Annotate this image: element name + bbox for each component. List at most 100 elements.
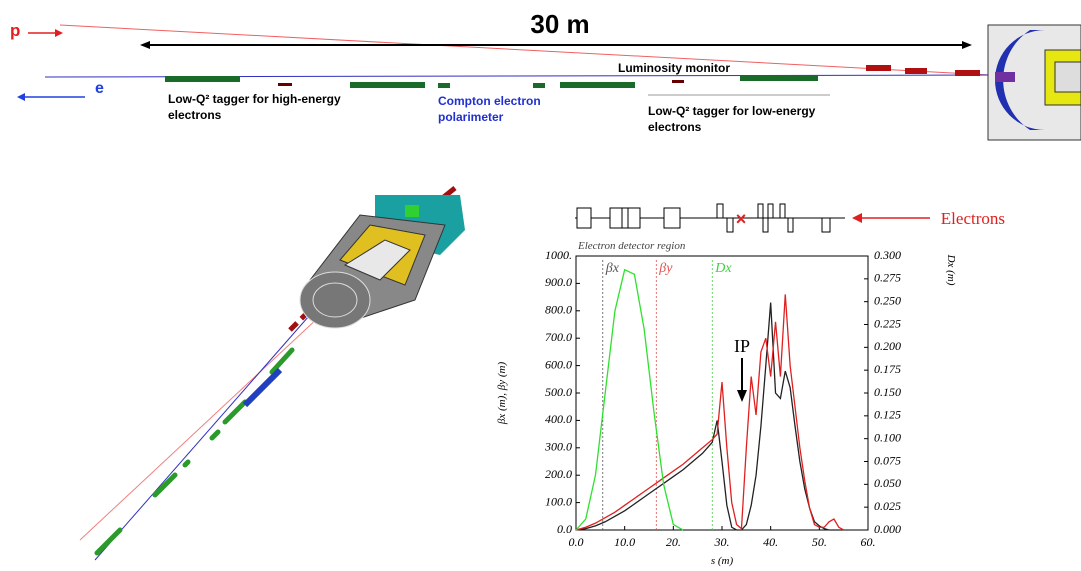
detector-rings [300,272,370,328]
y2-tick-label: 0.200 [874,339,901,353]
magnet [212,432,218,438]
magnet [225,402,245,422]
luminosity-label: Luminosity monitor [618,61,730,75]
x-tick-label: 0.0 [569,535,584,549]
magnet [905,68,927,74]
y-axis-title: βx (m), βy (m) [496,362,508,426]
y2-tick-label: 0.275 [874,271,901,285]
magnet [272,350,292,372]
series-line [576,294,844,530]
y-tick-label: 1000. [545,248,572,262]
y-tick-label: 0.0 [557,522,572,536]
figure: p e 30 m Luminosity monitor Low-Q² tagge… [0,0,1081,571]
y2-tick-label: 0.225 [874,316,901,330]
x-axis-title: s (m) [711,555,734,567]
proton-magnets [866,65,980,76]
element [717,204,723,218]
arrowhead [852,213,862,223]
arrowhead [140,41,150,49]
y-tick-label: 500.0 [545,385,572,399]
tagger [278,83,292,86]
x-tick-label: 50. [812,535,827,549]
y2-tick-label: 0.100 [874,430,901,444]
magnet [97,530,120,553]
electron-label: e [95,80,104,97]
detector-part [995,72,1015,82]
y2-tick-label: 0.025 [874,499,901,513]
marker-label: Dx [714,261,732,276]
tagger-label: Low-Q² tagger for low-energy [648,104,816,118]
y2-tick-label: 0.125 [874,408,901,422]
element [577,208,591,228]
marker-label: βy [658,261,673,276]
element [763,218,768,232]
magnet [438,83,450,88]
y2-tick-label: 0.000 [874,522,901,536]
x-tick-label: 10.0 [614,535,635,549]
x-tick-label: 60. [861,535,876,549]
arrowhead [962,41,972,49]
tagger-label: electrons [168,108,222,122]
ip-marker: × [736,209,747,229]
element [758,204,763,218]
x-tick-label: 30. [714,535,730,549]
compton-label: Compton electron [438,94,541,108]
proton-beam [60,25,990,75]
y2-tick-label: 0.175 [874,362,901,376]
detector-part [405,205,419,217]
y2-axis-title: Dx (m) [945,254,957,286]
polarimeter [245,370,280,405]
y2-tick-label: 0.075 [874,453,901,467]
y-tick-label: 300.0 [544,440,572,454]
beam-label: Electrons [941,209,1005,228]
plot-frame [576,256,868,530]
magnet [740,75,818,81]
y2-tick-label: 0.050 [874,476,901,490]
series-line [576,270,683,530]
y2-tick-label: 0.300 [874,248,901,262]
detector-part [1055,62,1081,92]
magnet [155,475,175,495]
y2-tick-label: 0.150 [874,385,901,399]
element [780,204,785,218]
magnet [350,82,425,88]
y-tick-label: 400.0 [545,412,572,426]
detector [988,25,1081,140]
element [622,208,628,228]
element [788,218,793,232]
y-tick-label: 900.0 [545,275,572,289]
y-tick-label: 100.0 [545,494,572,508]
tagger-label: electrons [648,120,702,134]
marker-label: βx [605,261,620,276]
electron-arrowhead [17,93,25,101]
element [727,218,733,232]
element [822,218,830,232]
beamline-diagram: p e 30 m Luminosity monitor Low-Q² tagge… [10,9,1081,140]
ip-label: IP [734,336,750,356]
compton-label: polarimeter [438,110,504,124]
magnet [955,70,980,76]
region-label: Electron detector region [577,240,686,252]
y-tick-label: 800.0 [545,303,572,317]
magnet [560,82,635,88]
proton-label: p [10,21,20,40]
element [768,204,773,218]
x-tick-label: 20. [666,535,681,549]
magnet [533,83,545,88]
tagger [672,80,684,83]
distance-label: 30 m [530,9,589,39]
optics-chart: × Electrons Electron detector region IP … [496,204,1005,567]
element [664,208,680,228]
magnet [185,462,188,465]
proton-arrowhead [55,29,63,37]
magnet [165,76,240,82]
tagger-label: Low-Q² tagger for high-energy [168,92,341,106]
x-tick-label: 40. [763,535,778,549]
series-line [576,303,844,530]
render-3d [80,188,465,560]
y-tick-label: 200.0 [545,467,572,481]
y-tick-label: 600.0 [545,357,572,371]
y-tick-label: 700.0 [545,330,572,344]
y2-tick-label: 0.250 [874,293,901,307]
magnet [866,65,891,71]
